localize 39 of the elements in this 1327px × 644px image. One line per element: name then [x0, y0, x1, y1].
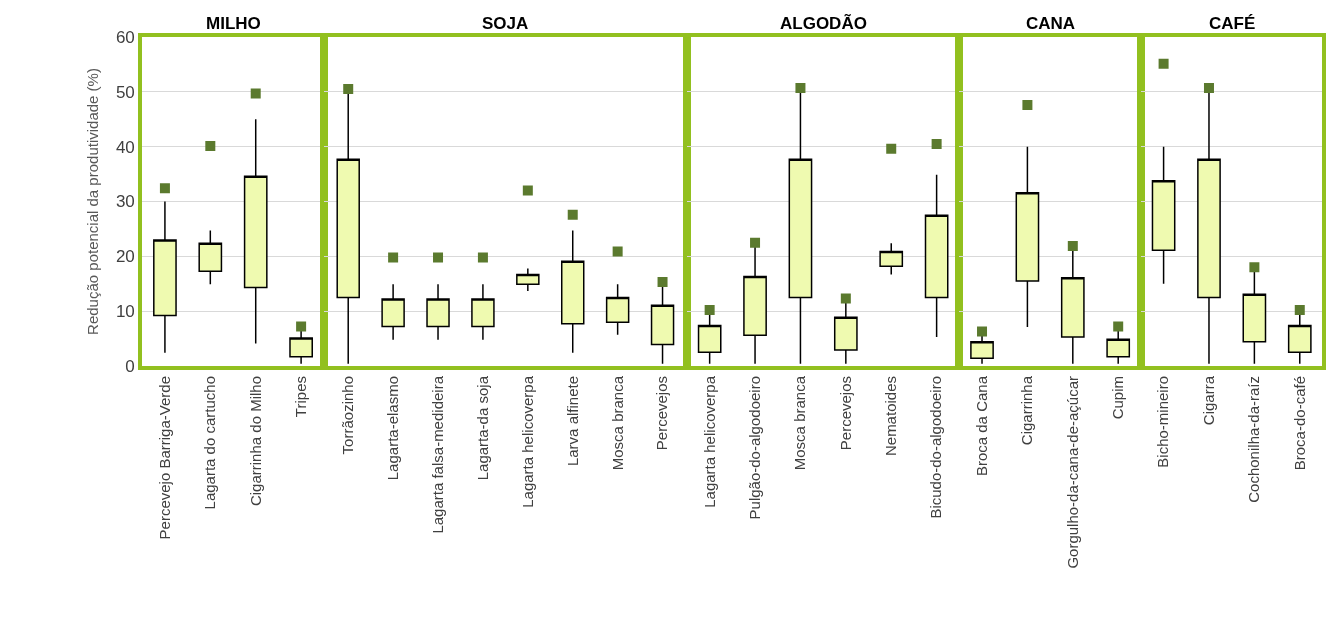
- x-tick-label: Cigarra: [1199, 375, 1217, 426]
- y-tick-label: 30: [115, 192, 135, 212]
- y-tick-label: 10: [115, 302, 135, 322]
- y-axis-title: Redução potencial da produtividade (%): [83, 68, 101, 335]
- x-tick-label: Lagarta helicoverpa: [700, 375, 718, 508]
- chart-title: CAFÉ: [1209, 14, 1256, 33]
- x-tick-label: Percevejo Barriga-Verde: [155, 376, 173, 540]
- x-tick-label: Bicho-mineiro: [1154, 376, 1172, 468]
- y-tick-label: 60: [115, 27, 135, 47]
- x-tick-label: Lagarta do cartucho: [201, 376, 219, 510]
- x-tick-label: Mosca branca: [791, 375, 809, 471]
- x-tick-label: Broca-do-café: [1290, 376, 1308, 471]
- x-tick-label: Nematoides: [882, 376, 900, 457]
- x-tick-label: Lagarta-elasmo: [383, 376, 401, 481]
- x-tick-label: Mosca branca: [608, 375, 626, 471]
- chart-title: SOJA: [482, 14, 529, 33]
- chart-title: CANA: [1026, 14, 1076, 33]
- y-tick-label: 20: [115, 247, 135, 267]
- x-tick-label: Percevejos: [836, 376, 854, 451]
- x-tick-label: Cigarrinha: [1018, 375, 1036, 446]
- x-tick-label: Cigarrinha do Milho: [246, 376, 264, 507]
- x-tick-label: Torrãozinho: [339, 376, 357, 455]
- x-tick-label: Tripes: [291, 376, 309, 418]
- x-tick-label: Larva alfinete: [563, 376, 581, 467]
- chart-title: ALGODÃO: [780, 13, 867, 33]
- x-tick-label: Cochonilha-da-raíz: [1245, 376, 1263, 503]
- chart-title: MILHO: [206, 14, 261, 33]
- x-tick-label: Bicudo-do-algodoeiro: [927, 376, 945, 519]
- x-tick-label: Percevejos: [653, 376, 671, 451]
- y-tick-label: 50: [115, 82, 135, 102]
- x-tick-label: Lagarta falsa-medideira: [428, 375, 446, 534]
- y-tick-label: 0: [125, 356, 135, 376]
- x-tick-label: Cupim: [1109, 376, 1127, 420]
- x-tick-label: Gorgulho-da-cana-de-açúcar: [1063, 376, 1081, 569]
- x-tick-label: Lagarta helicoverpa: [518, 375, 536, 508]
- x-tick-label: Lagarta-da soja: [473, 375, 491, 481]
- y-tick-label: 40: [115, 137, 135, 157]
- x-tick-label: Broca da Cana: [972, 375, 990, 477]
- x-tick-label: Pulgão-do-algodoeiro: [745, 376, 763, 520]
